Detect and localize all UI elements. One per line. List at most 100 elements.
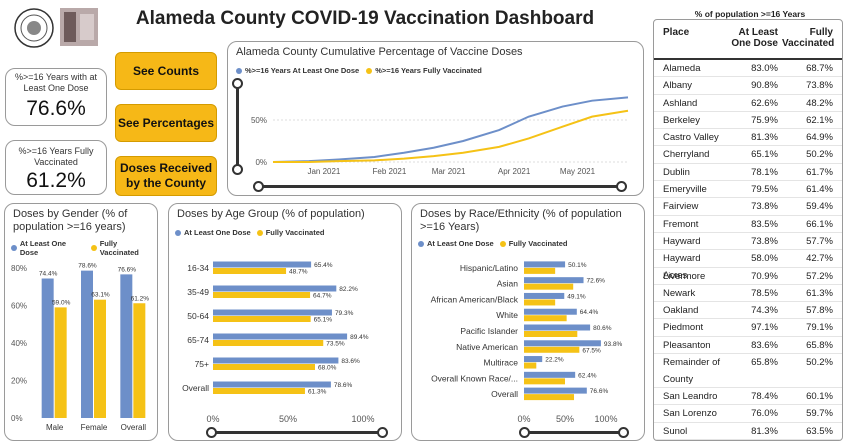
race-slider-knob-left[interactable]: [519, 427, 530, 438]
y-tick-label: 0%: [11, 414, 23, 423]
bar-fully: [213, 340, 324, 346]
cell-one-dose: 97.1%: [751, 322, 778, 334]
age-bar-chart: 0% 50% 100% 16-34 65.4% 48.7% 35-49 82.2% 64.7% 5…: [182, 261, 375, 424]
table-row[interactable]: Berkeley 75.9% 62.1%: [654, 112, 842, 130]
cell-one-dose: 70.9%: [751, 270, 778, 282]
table-row[interactable]: San Lorenzo 76.0% 59.7%: [654, 405, 842, 423]
data-label: 80.6%: [593, 325, 612, 332]
cell-place: San Lorenzo: [663, 408, 717, 420]
bar-fully: [54, 307, 67, 418]
places-table: Place At Least One Dose Fully Vaccinated…: [653, 19, 843, 441]
table-row[interactable]: Dublin 78.1% 61.7%: [654, 164, 842, 182]
data-label: 50.1%: [568, 262, 587, 269]
cumulative-line-chart: 0% 50% Jan 2021 Feb 2021 Mar 2021 Apr 2021 May…: [251, 96, 629, 176]
table-row[interactable]: Pleasanton 83.6% 65.8%: [654, 337, 842, 355]
table-row[interactable]: Fremont 83.5% 66.1%: [654, 216, 842, 233]
cell-fully: 59.4%: [806, 201, 833, 213]
table-row[interactable]: Castro Valley 81.3% 64.9%: [654, 129, 842, 147]
table-row[interactable]: Sunol 81.3% 63.5%: [654, 423, 842, 440]
table-row[interactable]: Piedmont 97.1% 79.1%: [654, 319, 842, 337]
cell-fully: 42.7%: [806, 253, 833, 265]
table-row[interactable]: Livermore 70.9% 57.2%: [654, 268, 842, 285]
header-place[interactable]: Place: [663, 27, 690, 38]
table-row[interactable]: Albany 90.8% 73.8%: [654, 77, 842, 95]
legend-label-full: Fully Vaccinated: [265, 228, 325, 237]
horizontal-slider-knob-left[interactable]: [253, 181, 264, 192]
bar-one-dose: [524, 340, 601, 347]
race-legend: At Least One Dose Fully Vaccinated: [418, 239, 567, 248]
data-label: 65.4%: [314, 262, 333, 269]
table-row[interactable]: Emeryville 79.5% 61.4%: [654, 181, 842, 199]
see-counts-button[interactable]: See Counts: [115, 52, 217, 90]
horizontal-slider-track[interactable]: [258, 185, 623, 188]
y-tick-label: 60%: [11, 302, 27, 311]
table-row[interactable]: Remainder of County 65.8% 50.2%: [654, 354, 842, 389]
bar-one-dose: [524, 308, 577, 315]
data-label: 63.1%: [91, 292, 110, 299]
race-slider-track[interactable]: [524, 431, 624, 434]
table-row[interactable]: Newark 78.5% 61.3%: [654, 285, 842, 303]
table-row[interactable]: San Leandro 78.4% 60.1%: [654, 388, 842, 406]
horizontal-slider-knob-right[interactable]: [616, 181, 627, 192]
bar-fully: [524, 299, 556, 306]
vertical-slider-knob-top[interactable]: [232, 78, 243, 89]
see-percentages-button[interactable]: See Percentages: [115, 104, 217, 142]
legend-label-full: %>=16 Years Fully Vaccinated: [375, 66, 482, 75]
gender-bar-chart: 0% 20% 40% 60% 80% 74.4% 59.0% Male 78.6% 63.1% Fe…: [11, 263, 149, 432]
header-one-dose[interactable]: At Least One Dose: [731, 27, 778, 49]
table-row[interactable]: Cherryland 65.1% 50.2%: [654, 146, 842, 164]
category-label: 65-74: [187, 335, 209, 345]
table-note: % of population >=16 Years: [694, 9, 806, 19]
header-fully[interactable]: Fully Vaccinated: [782, 27, 835, 49]
bar-one-dose: [524, 356, 543, 363]
cell-place: Piedmont: [663, 322, 704, 334]
category-label: 16-34: [187, 263, 209, 273]
cell-fully: 64.9%: [806, 132, 833, 144]
table-row[interactable]: Hayward Acres 58.0% 42.7%: [654, 250, 842, 281]
category-label: Male: [46, 423, 64, 432]
legend-dot-one: [236, 67, 242, 74]
cell-one-dose: 79.5%: [751, 184, 778, 196]
data-label: 64.7%: [313, 293, 332, 300]
series-line-fully: [273, 109, 629, 163]
doses-received-button[interactable]: Doses Received by the County: [115, 156, 217, 196]
cell-place: Oakland: [663, 305, 699, 317]
age-slider-knob-left[interactable]: [206, 427, 217, 438]
page-title: Alameda County COVID-19 Vaccination Dash…: [135, 8, 595, 29]
cell-place: Cherryland: [663, 149, 710, 161]
cell-fully: 61.7%: [806, 166, 833, 178]
vertical-slider-knob-bottom[interactable]: [232, 164, 243, 175]
data-label: 79.3%: [335, 310, 354, 317]
y-tick-label: 40%: [11, 339, 27, 348]
cell-one-dose: 83.6%: [751, 339, 778, 351]
cell-fully: 61.4%: [806, 184, 833, 196]
cell-one-dose: 83.5%: [751, 218, 778, 230]
cell-place: Alameda: [663, 63, 701, 74]
category-label: 35-49: [187, 287, 209, 297]
age-slider-track[interactable]: [211, 431, 383, 434]
legend-label-one: At Least One Dose: [427, 239, 494, 248]
bar-fully: [524, 346, 580, 353]
cell-fully: 59.7%: [806, 408, 833, 420]
cell-place: San Leandro: [663, 391, 718, 403]
cell-place: Berkeley: [663, 114, 700, 126]
cell-place: Newark: [663, 287, 696, 299]
table-row[interactable]: Oakland 74.3% 57.8%: [654, 302, 842, 320]
table-row[interactable]: Alameda 83.0% 68.7%: [654, 60, 842, 78]
table-row[interactable]: Hayward 73.8% 57.7%: [654, 233, 842, 251]
data-label: 78.6%: [78, 263, 97, 270]
x-tick-label: 0%: [206, 414, 219, 424]
bar-one-dose: [524, 292, 565, 299]
vertical-slider-track[interactable]: [236, 84, 239, 170]
cell-fully: 60.1%: [806, 391, 833, 403]
cell-one-dose: 73.8%: [751, 235, 778, 247]
table-row[interactable]: Union City81.4%62.5%: [654, 440, 842, 441]
table-row[interactable]: Ashland 62.6% 48.2%: [654, 95, 842, 112]
y-tick-label: 20%: [11, 377, 27, 386]
age-slider-knob-right[interactable]: [377, 427, 388, 438]
table-row[interactable]: Fairview 73.8% 59.4%: [654, 198, 842, 216]
cell-fully: 48.2%: [806, 97, 833, 109]
race-slider-knob-right[interactable]: [618, 427, 629, 438]
cell-one-dose: 76.0%: [751, 408, 778, 420]
cell-one-dose: 78.4%: [751, 391, 778, 403]
